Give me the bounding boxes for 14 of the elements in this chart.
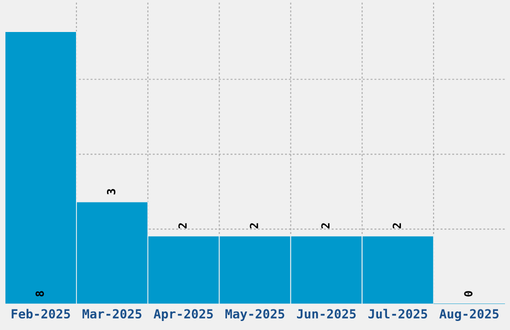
x-tick-label: May-2025 (225, 309, 284, 321)
data-label: 8 (36, 291, 44, 296)
x-tick-label: Jul-2025 (368, 308, 428, 319)
x-tick-label: Feb-2025 (12, 308, 70, 319)
x-tick-label: Jun-2025 (296, 309, 356, 319)
data-label: 2 (321, 223, 330, 228)
data-label: 2 (178, 223, 187, 228)
x-tick-label: Aug-2025 (439, 309, 499, 321)
x-tick-label: Mar-2025 (82, 309, 142, 319)
data-label: 3 (106, 189, 116, 194)
data-label: 2 (250, 223, 258, 228)
data-label: 0 (464, 291, 473, 296)
x-tick-label: Apr-2025 (154, 309, 213, 321)
data-label: 2 (392, 223, 401, 228)
